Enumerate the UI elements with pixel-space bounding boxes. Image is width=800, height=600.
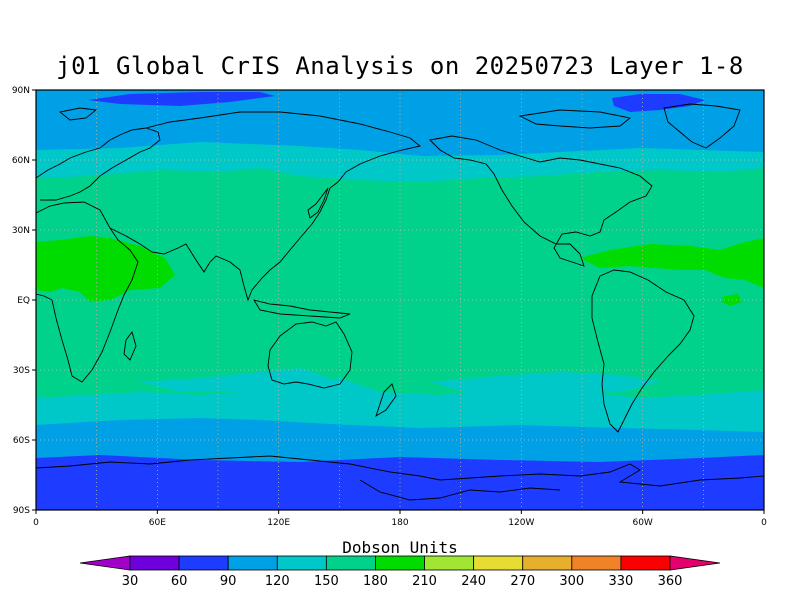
colorbar-box <box>129 555 180 571</box>
colorbar-box <box>375 555 425 571</box>
latitude-axis: 90N 60N 30N EQ 30S 60S 90S <box>12 86 36 516</box>
lon-label: 60W <box>632 518 652 528</box>
colorbar-min-triangle <box>79 555 131 571</box>
band-60-90-arctic-east <box>612 94 705 112</box>
lon-label: 60E <box>149 518 166 528</box>
colorbar-tick-label: 150 <box>314 574 339 589</box>
lon-label: 0 <box>33 518 39 528</box>
coast-canadian-islands <box>518 109 632 129</box>
coast-antarctica <box>36 455 764 487</box>
gridlines <box>36 90 764 510</box>
lon-label: 180 <box>391 518 408 528</box>
lat-label: 90S <box>13 506 30 516</box>
colorbar-box <box>522 555 573 571</box>
lat-label: 90N <box>12 86 30 96</box>
coast-africa <box>36 201 139 383</box>
coast-madagascar <box>123 331 137 361</box>
colorbar-box <box>473 555 524 571</box>
colorbar-tick-label: 240 <box>461 574 486 589</box>
band-180-210-atlantic <box>580 238 764 288</box>
band-180-210-africa <box>36 236 175 302</box>
lat-label: 60N <box>12 156 30 166</box>
longitude-axis: 0 60E 120E 180 120W 60W 0 <box>33 510 767 528</box>
map-title: j01 Global CrIS Analysis on 20250723 Lay… <box>56 52 744 80</box>
coast-japan <box>307 187 329 219</box>
coast-svalbard <box>58 107 98 121</box>
colorbar-tick-label: 330 <box>608 574 633 589</box>
lat-label: 30N <box>12 226 30 236</box>
coast-south-america <box>591 269 695 433</box>
coast-south-asia <box>109 187 331 302</box>
coast-indonesia <box>253 299 351 319</box>
coast-north-america <box>429 135 653 267</box>
colorbar-max-triangle <box>669 555 721 571</box>
band-60-90-arctic-west <box>88 92 275 106</box>
coast-new-zealand <box>375 383 397 418</box>
colorbar-tick-label: 90 <box>220 574 237 589</box>
lon-label: 0 <box>761 518 767 528</box>
colorbar-tick-label: 180 <box>363 574 388 589</box>
coastlines <box>36 103 764 501</box>
colorbar-tick-label: 30 <box>122 574 139 589</box>
colorbar-box <box>325 555 376 571</box>
colorbar-box <box>276 555 327 571</box>
colorbar-box <box>227 555 278 571</box>
colorbar-box <box>424 555 475 571</box>
colorbar-tick-label: 120 <box>265 574 290 589</box>
coast-greenland <box>663 103 741 149</box>
colorbar-box <box>620 555 671 571</box>
lat-label: 60S <box>13 436 30 446</box>
lat-label: 30S <box>13 366 30 376</box>
colorbar-tick-label: 60 <box>171 574 188 589</box>
colorbar-box <box>178 555 229 571</box>
colorbar-tick-label: 360 <box>658 574 683 589</box>
coast-australia <box>267 321 353 389</box>
colorbar-title: Dobson Units <box>342 538 458 557</box>
colorbar-box <box>571 555 622 571</box>
colorbar-tick-label: 270 <box>510 574 535 589</box>
colorbar: 30 60 90 120 150 180 210 240 270 300 330 360 <box>79 555 721 589</box>
lon-label: 120W <box>508 518 534 528</box>
coast-north-asia <box>145 111 422 189</box>
lat-label: EQ <box>17 296 30 306</box>
colorbar-tick-label: 210 <box>412 574 437 589</box>
band-120-150-south-patch <box>140 368 330 392</box>
coast-europe <box>36 127 161 201</box>
colorbar-tick-label: 300 <box>559 574 584 589</box>
lon-label: 120E <box>267 518 290 528</box>
coast-antarctica-inner <box>359 479 561 501</box>
